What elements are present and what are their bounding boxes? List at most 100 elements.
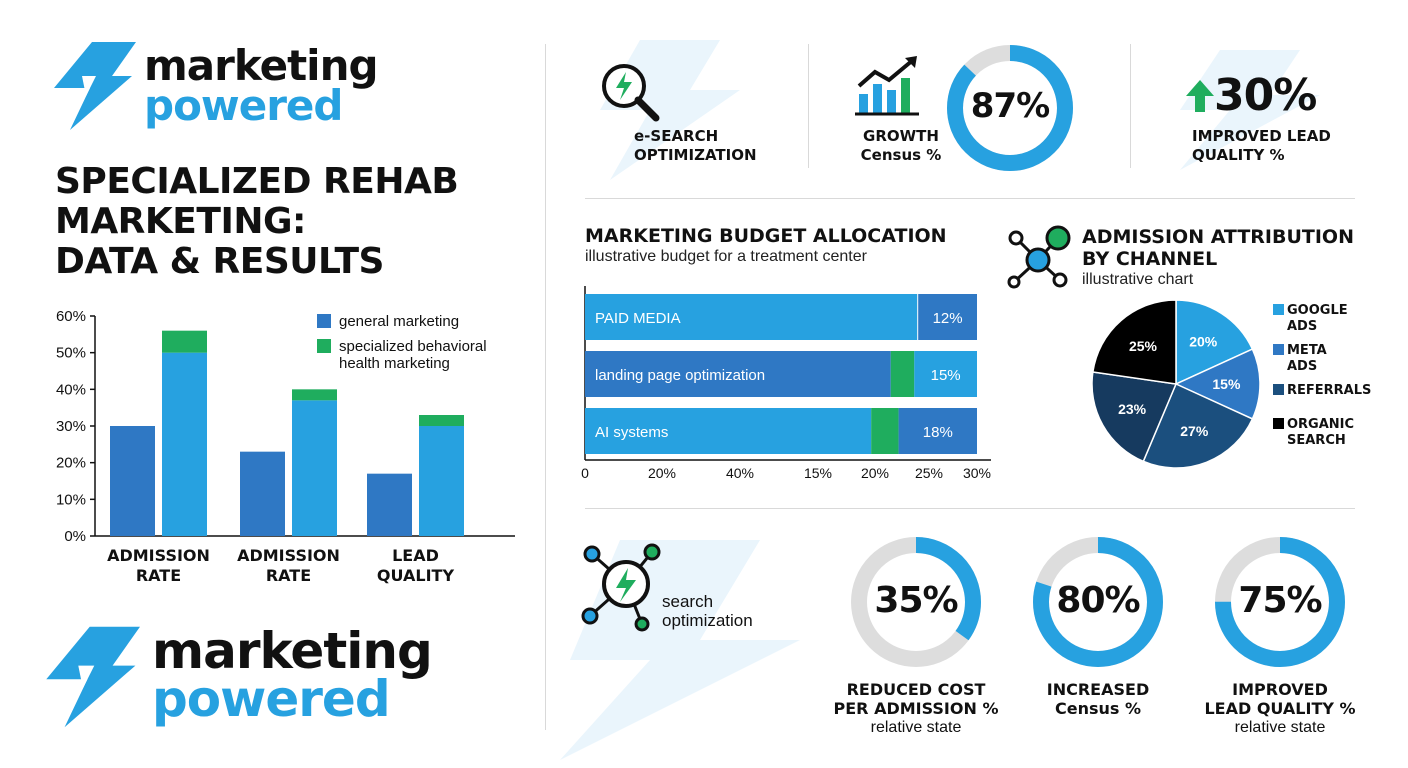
growth-ring xyxy=(947,45,1073,171)
legend-swatch xyxy=(317,339,331,353)
legend-label: ORGANIC xyxy=(1287,417,1354,432)
x-category-label: ADMISSION xyxy=(107,546,210,565)
legend-swatch xyxy=(1273,384,1284,395)
legend-swatch xyxy=(317,314,331,328)
pie-slice xyxy=(1175,299,1254,386)
bar-general-marketing xyxy=(240,451,285,536)
lead-value: 30% xyxy=(1214,70,1317,121)
legend-label: specialized behavioral xyxy=(339,338,487,355)
budget-title: MARKETING BUDGET ALLOCATION xyxy=(585,225,947,247)
ring-progress xyxy=(947,45,1073,171)
legend-swatch xyxy=(1273,304,1284,315)
census-ring xyxy=(1033,537,1163,667)
kpi-search-label: e-SEARCH OPTIMIZATION xyxy=(634,127,757,165)
budget-bar-main xyxy=(585,408,872,454)
y-tick-label: 30% xyxy=(56,418,86,435)
search-line2: optimization xyxy=(662,611,753,630)
y-tick-label: 0% xyxy=(64,528,86,545)
search-lightning-icon xyxy=(602,64,660,122)
up-arrow-icon xyxy=(1186,80,1214,112)
pie-slice-label: 25% xyxy=(1129,338,1158,354)
main-divider xyxy=(545,44,546,730)
budget-row-value: 18% xyxy=(923,424,953,441)
pie-slice-label: 23% xyxy=(1118,401,1147,417)
row-divider-2 xyxy=(585,508,1355,509)
census-value: 80% xyxy=(1056,580,1140,621)
budget-bar-end xyxy=(898,408,977,454)
cost-line3: relative state xyxy=(870,719,962,736)
ring-progress xyxy=(1215,537,1345,667)
budget-bar-end xyxy=(914,351,977,397)
y-tick-label: 20% xyxy=(56,455,86,472)
legend-label: general marketing xyxy=(339,313,459,330)
pie-slice-label: 20% xyxy=(1189,334,1218,350)
title-line2: MARKETING: xyxy=(55,201,306,242)
budget-bar-green xyxy=(871,408,899,454)
x-tick-label: 40% xyxy=(726,465,754,481)
pie-slice-label: 15% xyxy=(1212,376,1241,392)
x-category-label: QUALITY xyxy=(377,566,455,585)
y-tick-label: 10% xyxy=(56,491,86,508)
lead-quality-value: 75% xyxy=(1238,580,1322,621)
budget-row-value: 15% xyxy=(931,367,961,384)
growth-value: 87% xyxy=(970,86,1050,126)
x-category-label: RATE xyxy=(136,566,181,585)
y-tick-label: 40% xyxy=(56,381,86,398)
bar-specialized-marketing xyxy=(419,426,464,536)
bar-specialized-cap xyxy=(419,415,464,426)
lead-quality-label: IMPROVED LEAD QUALITY % relative state xyxy=(1180,680,1380,737)
lead-quality-line3: relative state xyxy=(1234,719,1326,736)
kpi-search-line1: e-SEARCH xyxy=(634,127,719,145)
brand-line2: powered xyxy=(152,669,391,728)
budget-subtitle: illustrative budget for a treatment cent… xyxy=(585,248,867,265)
legend-swatch xyxy=(1273,418,1284,429)
bar-general-marketing xyxy=(367,473,412,536)
brand-line1: marketing xyxy=(144,41,379,90)
network-lightning-icon xyxy=(581,543,661,632)
growth-chart-icon xyxy=(855,56,919,116)
pie-subtitle: illustrative chart xyxy=(1082,271,1194,288)
budget-bar-chart: PAID MEDIA 12% landing page optimization 15… xyxy=(581,286,991,481)
kpi-divider-2 xyxy=(1130,44,1131,168)
kpi-lead-line1: IMPROVED LEAD xyxy=(1192,127,1331,145)
budget-row-label: landing page optimization xyxy=(595,367,765,384)
cost-value: 35% xyxy=(874,580,958,621)
kpi-divider-1 xyxy=(808,44,809,168)
pie-title-line1: ADMISSION ATTRIBUTION xyxy=(1082,226,1354,248)
y-tick-label: 60% xyxy=(56,308,86,325)
pie-slice xyxy=(1091,371,1178,463)
lead-quality-line2: LEAD QUALITY % xyxy=(1204,699,1356,718)
legend-label: ADS xyxy=(1287,319,1317,334)
legend-label: REFERRALS xyxy=(1287,383,1371,398)
kpi-growth-line1: GROWTH xyxy=(863,127,939,145)
kpi-growth-label: GROWTH Census % xyxy=(846,127,956,165)
cost-line2: PER ADMISSION % xyxy=(833,699,999,718)
legend-label: META xyxy=(1287,343,1327,358)
row-divider-1 xyxy=(585,198,1355,199)
census-label: INCREASED Census % xyxy=(998,680,1198,718)
x-category-label: ADMISSION xyxy=(237,546,340,565)
kpi-search-line2: OPTIMIZATION xyxy=(634,146,757,164)
pie-slice xyxy=(1092,299,1177,385)
cost-line1: REDUCED COST xyxy=(846,680,986,699)
pie-slice-label: 27% xyxy=(1180,423,1209,439)
kpi-growth-line2: Census % xyxy=(860,146,942,164)
x-tick-label: 20% xyxy=(861,465,889,481)
pie-slice xyxy=(1142,382,1254,469)
y-tick-label: 50% xyxy=(56,345,86,362)
budget-row-label: PAID MEDIA xyxy=(595,310,681,327)
bar-specialized-marketing xyxy=(292,400,337,536)
network-icon xyxy=(1007,225,1071,289)
pie-slice xyxy=(1174,348,1261,420)
kpi-lead-label: IMPROVED LEAD QUALITY % xyxy=(1192,127,1331,165)
search-optimization-label: search optimization xyxy=(662,592,753,630)
budget-bar-green xyxy=(890,351,915,397)
bar-general-marketing xyxy=(110,426,155,536)
admission-bar-chart: 0%10%20%30%40%50%60%ADMISSIONRATEADMISSI… xyxy=(56,308,515,585)
lead-quality-line1: IMPROVED xyxy=(1232,680,1328,699)
cost-label: REDUCED COST PER ADMISSION % relative st… xyxy=(816,680,1016,737)
x-tick-label: 25% xyxy=(915,465,943,481)
x-tick-label: 15% xyxy=(804,465,832,481)
search-line1: search xyxy=(662,592,714,611)
title-line1: SPECIALIZED REHAB xyxy=(55,161,459,202)
